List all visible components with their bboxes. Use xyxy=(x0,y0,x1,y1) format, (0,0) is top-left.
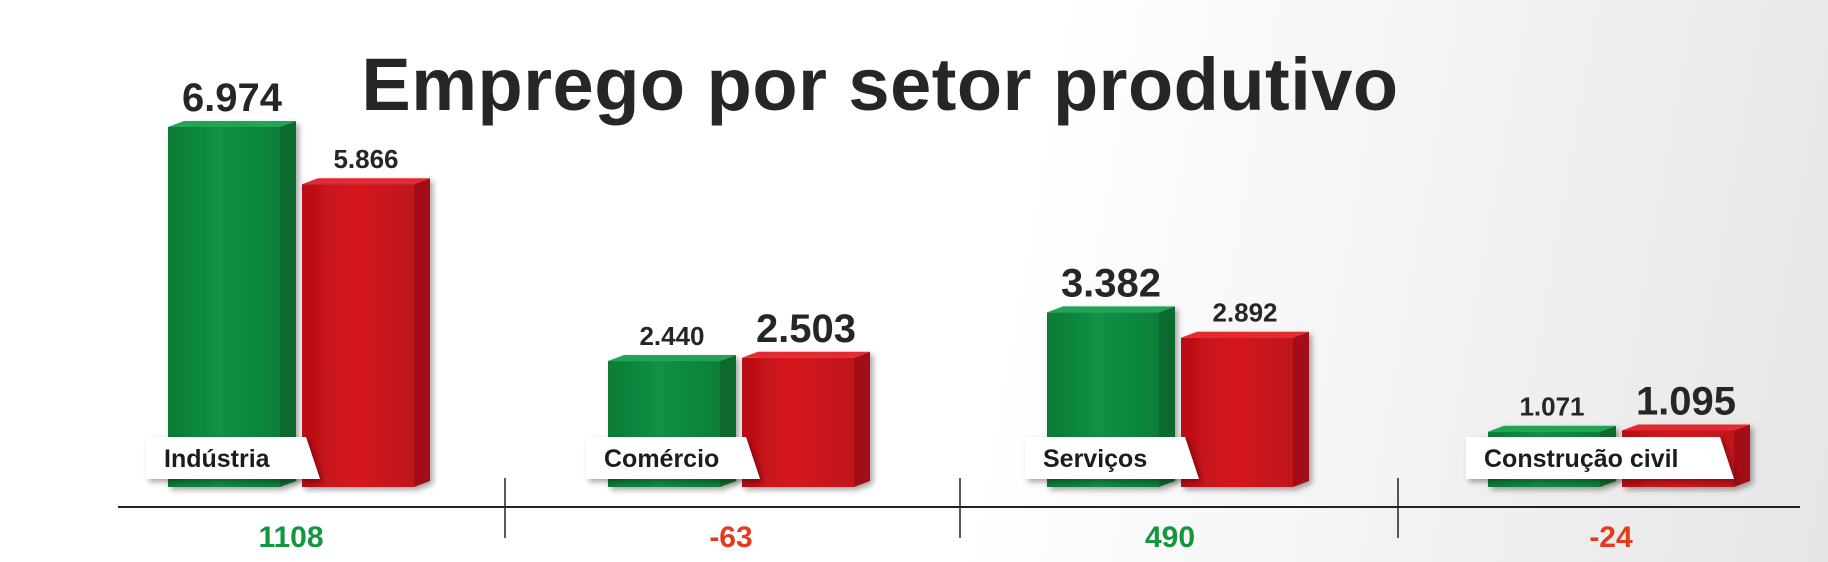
category-label-tag xyxy=(1466,437,1734,479)
bar-series2-0 xyxy=(302,178,430,487)
bar-side xyxy=(854,351,870,487)
value-label: 1.071 xyxy=(1519,392,1584,422)
bar-top xyxy=(1047,306,1175,313)
value-label: 2.503 xyxy=(756,307,856,351)
bar-top xyxy=(168,121,296,127)
bar-front xyxy=(168,127,280,487)
category-label-tag xyxy=(586,437,760,479)
bar-top xyxy=(302,178,430,185)
value-label: 5.866 xyxy=(333,144,398,174)
bar-top xyxy=(608,355,736,362)
bar-side xyxy=(1293,331,1309,487)
label-tag-bg xyxy=(1466,437,1734,479)
bar-front xyxy=(1181,337,1293,487)
category-label: Comércio xyxy=(604,445,719,473)
category-label: Indústria xyxy=(164,445,271,473)
bar-side xyxy=(1734,424,1750,487)
value-label: 6.974 xyxy=(182,76,283,120)
bar-front xyxy=(302,184,414,487)
bar-series2-1 xyxy=(742,351,870,487)
bar-top xyxy=(742,351,870,358)
label-tag-bg xyxy=(1025,437,1199,479)
value-label: 2.440 xyxy=(639,321,704,351)
value-label: 3.382 xyxy=(1061,261,1161,305)
bar-top xyxy=(1488,425,1616,432)
difference-label: -63 xyxy=(709,521,752,554)
chart-title: Emprego por setor produtivo xyxy=(361,43,1398,126)
bar-series2-2 xyxy=(1181,331,1309,487)
bar-top xyxy=(1622,424,1750,431)
value-label: 2.892 xyxy=(1212,298,1277,328)
bar-side xyxy=(280,121,296,487)
bar-series1-0 xyxy=(168,121,296,487)
category-label: Serviços xyxy=(1043,445,1147,473)
bar-front xyxy=(742,357,854,487)
category-label: Construção civil xyxy=(1484,445,1679,473)
category-label-tag xyxy=(1025,437,1199,479)
value-label: 1.095 xyxy=(1636,379,1736,423)
category-label-tag xyxy=(146,437,320,479)
difference-label: -24 xyxy=(1589,521,1633,554)
label-tag-bg xyxy=(146,437,320,479)
difference-label: 1108 xyxy=(258,521,323,554)
difference-label: 490 xyxy=(1145,521,1195,554)
bar-top xyxy=(1181,331,1309,338)
bar-side xyxy=(414,178,430,487)
label-tag-bg xyxy=(586,437,760,479)
